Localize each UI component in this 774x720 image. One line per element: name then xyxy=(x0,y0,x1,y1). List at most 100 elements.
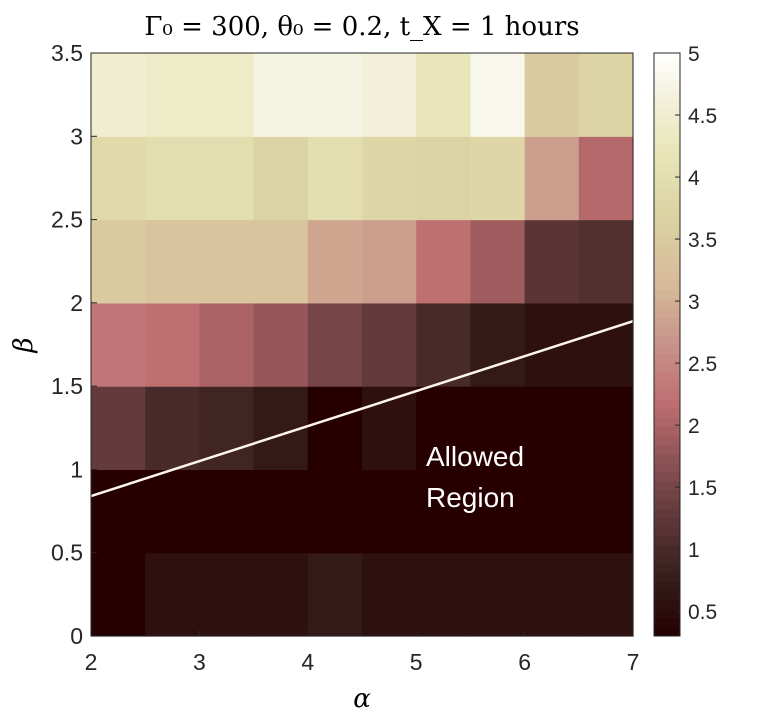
heatmap-cell xyxy=(362,552,417,637)
heatmap-cell xyxy=(470,219,526,304)
colorbar-swatch xyxy=(654,563,680,573)
colorbar-swatch xyxy=(654,426,680,437)
y-axis-label: β xyxy=(9,337,39,353)
heatmap-cell xyxy=(524,386,580,471)
heatmap-cell xyxy=(416,136,471,221)
heatmap-cell xyxy=(578,552,634,637)
colorbar-swatch xyxy=(654,171,680,182)
colorbar-swatch xyxy=(654,472,680,482)
x-axis-label: α xyxy=(353,684,371,714)
heatmap-cell xyxy=(362,53,417,137)
colorbar-tick-label: 2.5 xyxy=(688,353,717,376)
annotation-line-2: Region xyxy=(426,482,515,513)
allowed-region-boundary-line xyxy=(90,319,634,498)
y-tick-label: 3 xyxy=(70,123,83,149)
colorbar-swatch xyxy=(654,599,680,610)
colorbar-tick-label: 2 xyxy=(688,415,700,438)
heatmap-cell xyxy=(307,53,363,137)
heatmap-cell xyxy=(91,302,146,387)
colorbar-swatch xyxy=(654,226,680,236)
colorbar-swatch xyxy=(654,572,680,582)
colorbar-swatch xyxy=(654,462,680,473)
y-axis-ticks: 0 0.5 1 1.5 2 2.5 3 3.5 xyxy=(51,40,97,649)
colorbar-swatch xyxy=(654,207,680,218)
heatmap-cell xyxy=(307,136,363,221)
colorbar-swatch xyxy=(654,408,680,418)
colorbar-swatch xyxy=(654,235,680,245)
colorbar-swatch xyxy=(654,626,680,637)
colorbar-swatch xyxy=(654,298,680,309)
colorbar-swatch xyxy=(654,435,680,446)
heatmap-cell xyxy=(253,219,309,304)
colorbar-swatch xyxy=(654,590,680,601)
colorbar-swatch xyxy=(654,453,680,464)
heatmap-cell xyxy=(253,469,309,554)
colorbar-swatch xyxy=(654,253,680,264)
heatmap-cell xyxy=(199,552,255,637)
heatmap-cell xyxy=(416,552,471,637)
heatmap-cell xyxy=(416,469,471,554)
x-tick-label: 6 xyxy=(518,649,531,675)
heatmap-cell xyxy=(416,302,471,387)
heatmap-cell xyxy=(470,469,526,554)
heatmap-cell xyxy=(199,219,255,304)
y-tick-label: 1 xyxy=(70,456,83,482)
heatmap-cell xyxy=(470,386,526,471)
heatmap-cell xyxy=(199,302,255,387)
colorbar-swatch xyxy=(654,162,680,172)
colorbar-swatch xyxy=(654,535,680,546)
colorbar-swatch xyxy=(654,417,680,427)
colorbar-swatch xyxy=(654,134,680,145)
colorbar-swatch xyxy=(654,180,680,191)
colorbar-swatch xyxy=(654,153,680,163)
heatmap-cell xyxy=(470,302,526,387)
colorbar-swatch xyxy=(654,608,680,619)
colorbar-swatch xyxy=(654,53,680,63)
heatmap-cell xyxy=(145,302,200,387)
heatmap-cell xyxy=(145,136,200,221)
heatmap-cell xyxy=(524,136,580,221)
heatmap-cell xyxy=(578,136,634,221)
colorbar-swatch xyxy=(654,317,680,327)
x-tick-label: 5 xyxy=(410,649,423,675)
heatmap-cell xyxy=(307,469,363,554)
heatmap-cell xyxy=(578,386,634,471)
heatmap-cell xyxy=(524,219,580,304)
heatmap-cell xyxy=(416,53,471,137)
colorbar-swatch xyxy=(654,371,680,382)
colorbar-swatch xyxy=(654,116,680,127)
colorbar-swatch xyxy=(654,144,680,154)
heatmap-cell xyxy=(578,302,634,387)
heatmap-cell xyxy=(307,219,363,304)
heatmap-cell xyxy=(91,53,146,137)
colorbar-swatch xyxy=(654,581,680,591)
colorbar-swatch xyxy=(654,62,680,72)
y-tick-label: 2 xyxy=(70,290,83,316)
heatmap-cell xyxy=(145,386,200,471)
colorbar-tick-label: 5 xyxy=(688,43,700,66)
colorbar-swatch xyxy=(654,390,680,400)
colorbar-tick-label: 4 xyxy=(688,167,700,190)
heatmap-cell xyxy=(199,386,255,471)
heatmap-cell xyxy=(578,219,634,304)
heatmap-cell xyxy=(307,552,363,637)
colorbar-swatch xyxy=(654,344,680,355)
colorbar-tick-label: 4.5 xyxy=(688,105,717,128)
colorbar-swatch xyxy=(654,189,680,200)
heatmap-cells xyxy=(91,53,634,637)
heatmap-cell xyxy=(470,136,526,221)
heatmap-cell xyxy=(578,53,634,137)
heatmap-cell xyxy=(145,219,200,304)
colorbar-swatch xyxy=(654,289,680,300)
heatmap-cell xyxy=(253,53,309,137)
y-tick-label: 1.5 xyxy=(51,373,83,399)
colorbar-swatch xyxy=(654,517,680,528)
heatmap-cell xyxy=(362,219,417,304)
colorbar-swatch xyxy=(654,499,680,509)
x-tick-label: 3 xyxy=(193,649,206,675)
heatmap-cell xyxy=(416,219,471,304)
colorbar-swatch xyxy=(654,554,680,564)
heatmap-cell xyxy=(362,136,417,221)
y-tick-label: 3.5 xyxy=(51,40,83,66)
